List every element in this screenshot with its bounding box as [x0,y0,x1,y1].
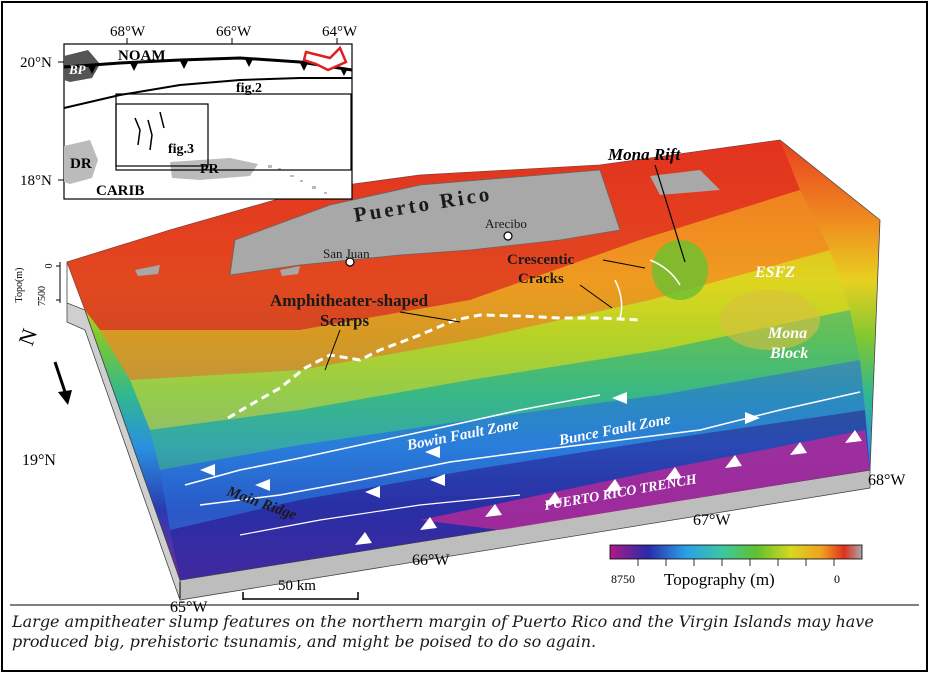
lon-66-label: 66°W [412,552,450,569]
inset-dr-label: DR [70,156,92,172]
crack-2 [614,279,623,319]
bowin-fault-line [184,394,601,486]
pr-landmass [170,158,258,180]
scale-bar-label: 50 km [278,578,316,594]
inset-fault [63,77,352,109]
lon-68-label: 68°W [868,472,906,489]
scarps-label: Scarps [320,311,370,330]
cracks-leader-2 [579,284,613,309]
topo-tick-0: 0 [44,264,55,269]
topo-tick-7500: 7500 [37,286,48,306]
inset-map [58,38,353,200]
slope-orange [100,190,830,380]
san-juan-marker [345,257,355,267]
amphitheater-scarp-line [227,313,641,420]
relief-map [66,139,881,601]
crescentic-label: Crescentic [507,252,575,268]
legend-colorbar [609,544,863,560]
mona-rift-label: Mona Rift [607,145,682,164]
arecibo-label: Arecibo [485,216,527,231]
trench-teeth [355,430,862,545]
inset-lat-18: 18°N [20,173,52,189]
inset-lat-20: 20°N [20,55,52,71]
figure-caption: Large ampitheater slump features on the … [12,612,874,651]
block-label: Block [769,345,808,362]
lon-65-label: 65°W [170,599,208,616]
inset-bp-label: BP [68,62,87,77]
inset-noam-label: NOAM [118,48,166,64]
crack-1 [649,259,681,286]
fig3-box [115,103,209,167]
slope-green [150,310,860,470]
mona-block-patch [720,290,820,350]
mona-rift-leader [654,164,686,263]
esfz-label: ESFZ [754,264,795,281]
lat-19-label: 19°N [22,452,56,469]
slope-blue [160,360,865,530]
legend-max: 0 [834,572,840,586]
fault-arrows [200,392,760,498]
amphitheater-label: Amphitheater-shaped [270,291,429,310]
scarps-leader-1 [324,329,341,371]
desecheo-island [650,170,720,195]
lon-67-label: 67°W [693,512,731,529]
topo-axis-title: Topo(m) [14,268,25,303]
arecibo-marker [503,231,513,241]
san-juan-label: San Juan [323,246,370,261]
inset-location-arrow [302,45,348,72]
topography-legend [609,544,863,566]
inset-rift-lines [134,111,165,151]
topo-axis [56,262,61,303]
scarps-leader-2 [399,311,461,323]
inset-lon-68: 68°W [110,24,146,40]
cracks-label: Cracks [518,271,564,287]
inset-fig3-label: fig.3 [168,142,194,157]
islet-2 [135,265,160,276]
mona-label: Mona [767,325,807,342]
scale-bar [242,592,359,600]
islet-1 [280,266,300,276]
dr-landmass [64,140,98,184]
inset-fig2-label: fig.2 [236,81,262,96]
puerto-rico-island [229,169,621,276]
north-arrow [53,361,72,405]
inset-lon-64: 64°W [322,24,358,40]
north-label: N [13,325,42,349]
legend-title: Topography (m) [664,570,775,589]
legend-min: 8750 [611,572,635,586]
inset-pr-label: PR [200,162,220,177]
mona-rift-patch [652,240,708,300]
ridge-fault-line [239,494,521,536]
inset-plate-boundary [63,56,353,72]
trench-floor [420,430,870,530]
inset-carib-label: CARIB [96,183,144,199]
cracks-leader-1 [602,259,646,269]
inset-lon-66: 66°W [216,24,252,40]
